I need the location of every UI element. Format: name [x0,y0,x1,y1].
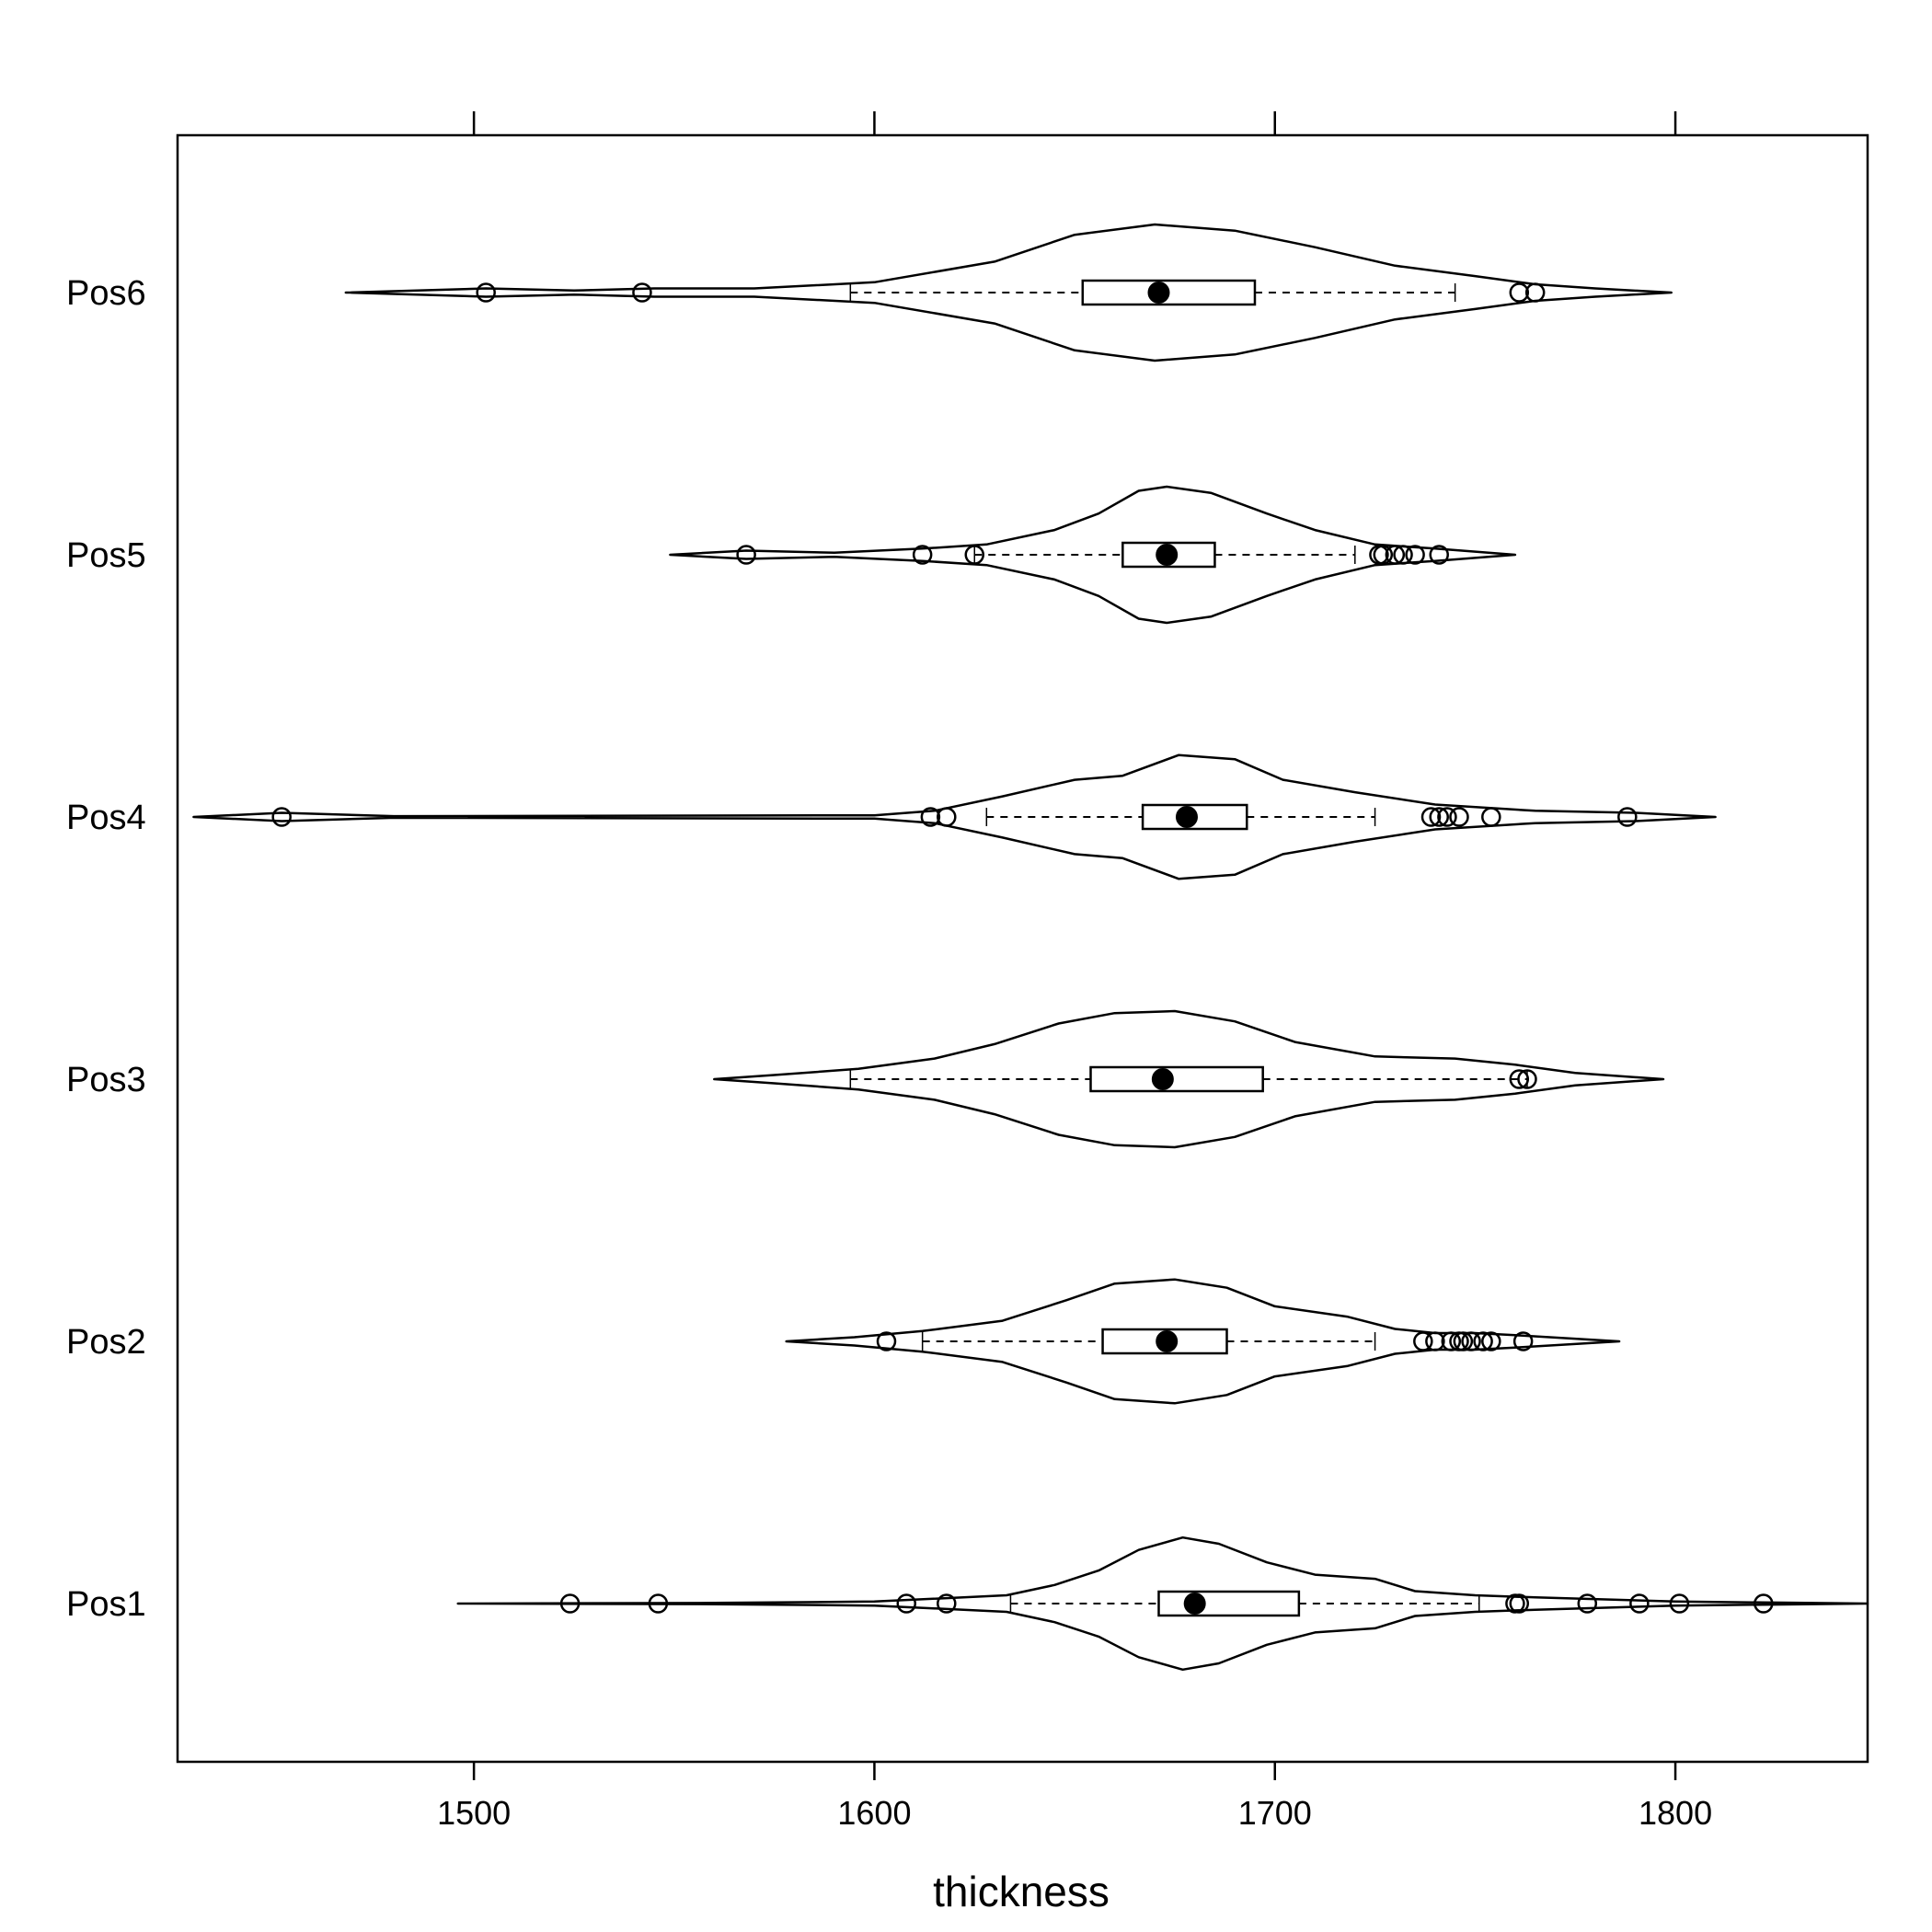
x-tick-label: 1700 [1238,1794,1312,1832]
outlier-point [559,1593,581,1614]
outlier-point [1512,1331,1534,1351]
x-tick-label: 1800 [1639,1794,1712,1832]
outlier-point [1441,1331,1462,1351]
outlier-point [1754,1593,1774,1614]
violin-shape [785,1278,1621,1405]
outlier-point [1373,545,1394,565]
x-tick-label: 1600 [837,1794,911,1832]
outlier-point [271,807,292,827]
iqr-box [1157,1590,1301,1617]
violin-group [785,1278,1621,1405]
outlier-point [1669,1593,1690,1614]
panel-border [176,133,1869,1764]
outlier-point [1369,545,1389,565]
outlier-point [1453,1331,1474,1351]
outlier-point [920,807,941,827]
outlier-point [1429,807,1449,827]
y-tick-label: Pos5 [66,536,146,575]
outlier-point [1517,1069,1537,1089]
x-axis-label: thickness [933,1868,1110,1915]
violin-group [669,485,1517,625]
outlier-point [1481,1331,1501,1351]
y-tick-label: Pos4 [66,799,146,837]
outlier-point [1437,807,1457,827]
y-tick-label: Pos1 [66,1585,146,1624]
outlier-point [476,282,496,303]
median-dot [1151,1068,1174,1090]
violin-group [713,1009,1665,1149]
y-tick-label: Pos3 [66,1061,146,1099]
outlier-point [736,545,756,565]
outlier-point [1509,1593,1530,1614]
outlier-point [632,282,652,303]
outlier-point [1509,1069,1530,1089]
median-dot [1175,806,1198,828]
outlier-point [1405,545,1425,565]
outlier-point [1473,1331,1493,1351]
outlier-point [876,1331,897,1351]
outlier-point [964,545,985,565]
outlier-point [1420,807,1442,827]
outlier-point [1393,545,1413,565]
outlier-point [1413,1331,1433,1351]
outlier-point [1524,282,1546,303]
outlier-point [1629,1593,1650,1614]
outlier-point [1461,1331,1481,1351]
median-dot [1147,282,1170,304]
outlier-point [1481,807,1501,827]
median-dot [1156,1330,1179,1352]
x-tick-label: 1500 [437,1794,511,1832]
outlier-point [1429,545,1449,565]
outlier-point [1577,1593,1598,1614]
violin-group [192,753,1717,880]
violin-group [456,1535,1869,1672]
outlier-point [912,545,933,565]
violin-group [344,223,1673,362]
outlier-point [1509,282,1530,303]
x-axis-top [472,111,1677,135]
plot-panel [176,133,1869,1764]
median-dot [1183,1593,1206,1615]
iqr-box [1089,1065,1264,1093]
y-tick-label: Pos6 [66,274,146,313]
violin-shape [669,485,1517,625]
outlier-point [1617,807,1638,827]
outlier-point [896,1593,917,1614]
outlier-point [1385,545,1406,565]
violin-shape [344,223,1673,362]
outlier-point [937,807,957,827]
outlier-point [1449,807,1469,827]
outlier-point [937,1593,957,1614]
y-axis: Pos1 Pos2 Pos3 Pos4 Pos5 Pos6 [66,274,146,1624]
y-tick-label: Pos2 [66,1323,146,1362]
violin-groups [192,223,1869,1672]
violin-shape [456,1535,1869,1672]
outlier-point [648,1593,669,1614]
violin-shape [713,1009,1665,1149]
violin-shape [192,753,1717,880]
outlier-point [1425,1331,1445,1351]
x-axis-bottom: 1500 1600 1700 1800 [437,1762,1712,1832]
median-dot [1156,544,1179,566]
